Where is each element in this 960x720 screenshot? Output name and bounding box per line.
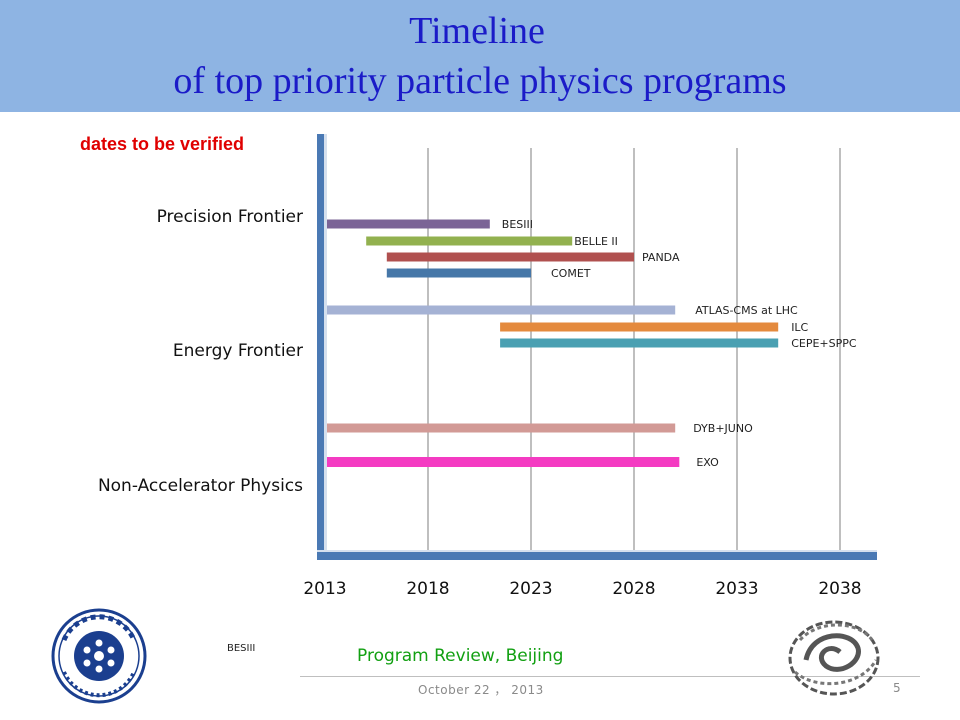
bar-ilc: [500, 322, 779, 332]
bar-belle-ii: [366, 236, 573, 246]
bar-label-panda: PANDA: [642, 251, 680, 264]
bar-label-cepe-sppc: CEPE+SPPC: [791, 337, 857, 350]
title-band: [0, 0, 960, 112]
x-tick-label-2023: 2023: [509, 579, 552, 599]
dates-note: dates to be verified: [80, 134, 245, 154]
x-tick-label-2018: 2018: [406, 579, 449, 599]
bar-atlas-cms-at-lhc: [325, 305, 676, 315]
category-energy-frontier: Energy Frontier: [172, 341, 303, 361]
bar-label-comet: COMET: [551, 267, 591, 280]
bar-comet: [386, 268, 531, 278]
bar-label-atlas-cms-at-lhc: ATLAS-CMS at LHC: [695, 304, 798, 317]
bar-dyb-juno: [325, 423, 676, 433]
x-tick-label-2028: 2028: [612, 579, 655, 599]
footer-divider: [300, 676, 920, 677]
x-tick-label-2033: 2033: [715, 579, 758, 599]
footer-besiii-label: BESIII: [227, 643, 256, 654]
slide-title-line2: of top priority particle physics program…: [173, 60, 787, 102]
x-tick-label-2013: 2013: [303, 579, 346, 599]
bar-cepe-sppc: [500, 338, 779, 348]
bar-label-ilc: ILC: [791, 321, 808, 334]
slide-title-line1: Timeline: [409, 10, 545, 52]
bar-panda: [386, 252, 634, 262]
x-tick-label-2038: 2038: [818, 579, 861, 599]
y-axis: [317, 134, 324, 558]
bar-besiii: [325, 219, 490, 229]
x-axis-highlight: [317, 550, 877, 552]
footer-date: October 22 ， 2013: [418, 683, 544, 697]
category-precision-frontier: Precision Frontier: [156, 207, 303, 227]
bar-exo: [325, 457, 680, 467]
page-number: 5: [893, 681, 901, 695]
program-review-caption: Program Review, Beijing: [357, 646, 564, 666]
bar-label-dyb-juno: DYB+JUNO: [693, 422, 753, 435]
bar-label-exo: EXO: [696, 456, 719, 469]
category-non-accelerator: Non-Accelerator Physics: [97, 476, 303, 496]
x-axis: [317, 552, 877, 560]
bar-label-besiii: BESIII: [502, 218, 533, 231]
bar-label-belle-ii: BELLE II: [574, 235, 618, 248]
y-axis-highlight: [324, 134, 327, 558]
